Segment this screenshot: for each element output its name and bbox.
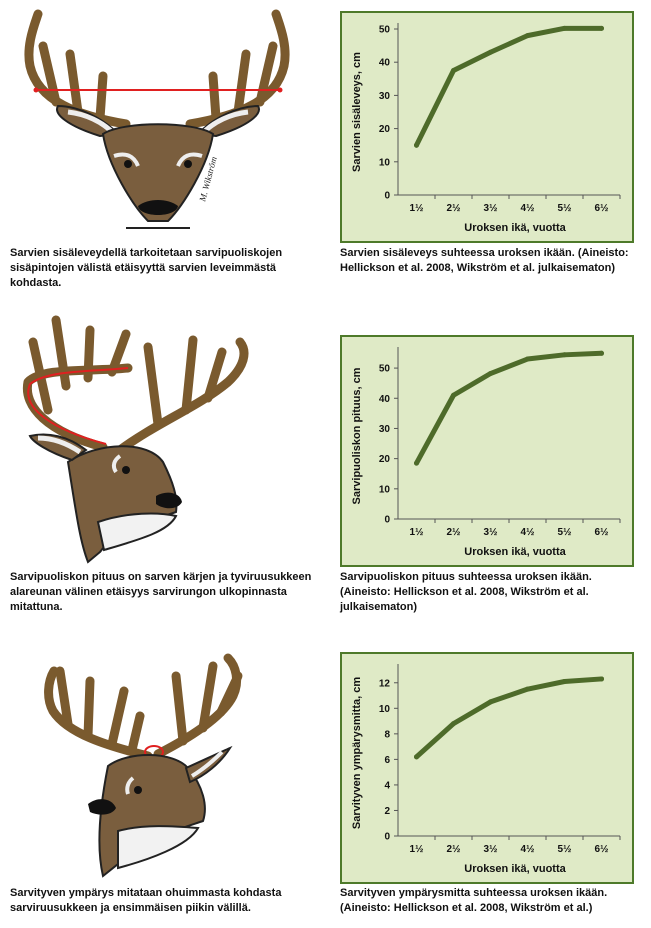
x-tick-label: 5½ <box>558 203 572 214</box>
series-line <box>414 25 604 148</box>
deer-head <box>101 123 215 222</box>
data-point <box>414 754 419 760</box>
x-tick-label: 2½ <box>447 527 461 538</box>
y-tick-label: 2 <box>384 806 390 817</box>
y-tick-label: 30 <box>379 424 391 435</box>
y-tick-label: 0 <box>384 515 390 526</box>
y-tick-label: 0 <box>384 832 390 843</box>
y-tick-label: 4 <box>384 780 390 791</box>
data-point <box>525 356 530 362</box>
chart-background <box>340 11 634 243</box>
x-tick-label: 1½ <box>410 844 424 855</box>
x-tick-label: 3½ <box>484 844 498 855</box>
x-axis-title: Uroksen ikä, vuotta <box>464 546 566 558</box>
chart-background <box>340 652 634 884</box>
x-tick-label: 2½ <box>447 844 461 855</box>
y-tick-label: 40 <box>379 58 391 69</box>
data-point <box>562 352 567 358</box>
y-tick-label: 20 <box>379 454 391 465</box>
x-tick-label: 3½ <box>484 203 498 214</box>
caption-chart-beam-length: Sarvipuoliskon pituus suhteessa uroksen … <box>340 571 592 613</box>
y-tick-label: 20 <box>379 124 391 135</box>
deer-head <box>66 445 178 564</box>
data-point <box>488 49 493 55</box>
x-tick-label: 6½ <box>595 844 609 855</box>
y-tick-label: 30 <box>379 91 391 102</box>
x-tick-label: 1½ <box>410 527 424 538</box>
data-point <box>562 25 567 31</box>
caption-chart-inside-spread: Sarvien sisäleveys suhteessa uroksen ikä… <box>340 247 629 274</box>
data-point <box>488 699 493 705</box>
y-axis-title: Sarvipuoliskon pituus, cm <box>351 367 363 504</box>
series-line <box>414 676 604 760</box>
data-point <box>599 350 604 356</box>
deer-illustration-base-circumference <box>44 653 243 878</box>
antlers <box>44 653 243 761</box>
y-tick-label: 10 <box>379 484 391 495</box>
x-tick-label: 1½ <box>410 203 424 214</box>
ear <box>28 433 88 462</box>
y-tick-label: 50 <box>379 364 391 375</box>
y-tick-label: 12 <box>379 678 391 689</box>
series-line <box>414 350 604 466</box>
data-point <box>414 142 419 148</box>
x-tick-label: 4½ <box>521 203 535 214</box>
data-point <box>451 392 456 398</box>
y-tick-label: 40 <box>379 394 391 405</box>
antlers <box>22 315 249 455</box>
y-tick-label: 6 <box>384 755 390 766</box>
data-point <box>451 68 456 73</box>
y-tick-label: 10 <box>379 157 391 168</box>
y-axis-title: Sarvityven ympärysmitta, cm <box>351 677 363 829</box>
x-tick-label: 4½ <box>521 527 535 538</box>
chart-base-circumference: 0 2 4 6 8 10 12 1½ 2½ 3½ 4½ 5½ 6½ Uroksen ikä, vuotta… <box>340 652 634 884</box>
x-tick-label: 5½ <box>558 527 572 538</box>
caption-inside-spread: Sarvien sisäleveydellä tarkoitetaan sarv… <box>10 247 283 289</box>
data-point <box>599 25 604 31</box>
measure-curve <box>27 367 129 445</box>
deer-illustration-beam-length <box>22 315 249 564</box>
data-point <box>525 33 530 39</box>
data-point <box>562 678 567 684</box>
x-tick-label: 6½ <box>595 527 609 538</box>
x-tick-label: 4½ <box>521 844 535 855</box>
y-axis-title: Sarvien sisäleveys, cm <box>351 52 363 172</box>
x-axis-title: Uroksen ikä, vuotta <box>464 863 566 875</box>
data-point <box>488 371 493 377</box>
deer-illustration-inside-spread: M. Wikström <box>24 9 290 229</box>
x-tick-label: 3½ <box>484 527 498 538</box>
y-tick-label: 0 <box>384 191 390 202</box>
chart-beam-length: 0 10 20 30 40 50 1½ 2½ 3½ 4½ 5½ 6½ Uroksen ikä, vuot… <box>340 335 634 567</box>
x-axis-title: Uroksen ikä, vuotta <box>464 222 566 234</box>
y-tick-label: 50 <box>379 25 391 36</box>
data-point <box>414 460 419 466</box>
x-tick-label: 5½ <box>558 844 572 855</box>
y-tick-label: 10 <box>379 704 391 715</box>
x-tick-label: 6½ <box>595 203 609 214</box>
data-point <box>599 676 604 682</box>
data-point <box>451 721 456 727</box>
y-tick-label: 8 <box>384 729 390 740</box>
x-tick-label: 2½ <box>447 203 461 214</box>
caption-base-circumference: Sarvityven ympärys mitataan ohuimmasta k… <box>10 887 282 914</box>
chart-inside-spread: 0 10 20 30 40 50 1½ 2½ 3½ 4½ 5½ 6½ Uroksen ikä, vuot… <box>340 11 634 243</box>
data-point <box>525 686 530 692</box>
caption-chart-base-circumference: Sarvityven ympärysmitta suhteessa urokse… <box>340 887 608 914</box>
caption-beam-length: Sarvipuoliskon pituus on sarven kärjen j… <box>10 571 312 613</box>
